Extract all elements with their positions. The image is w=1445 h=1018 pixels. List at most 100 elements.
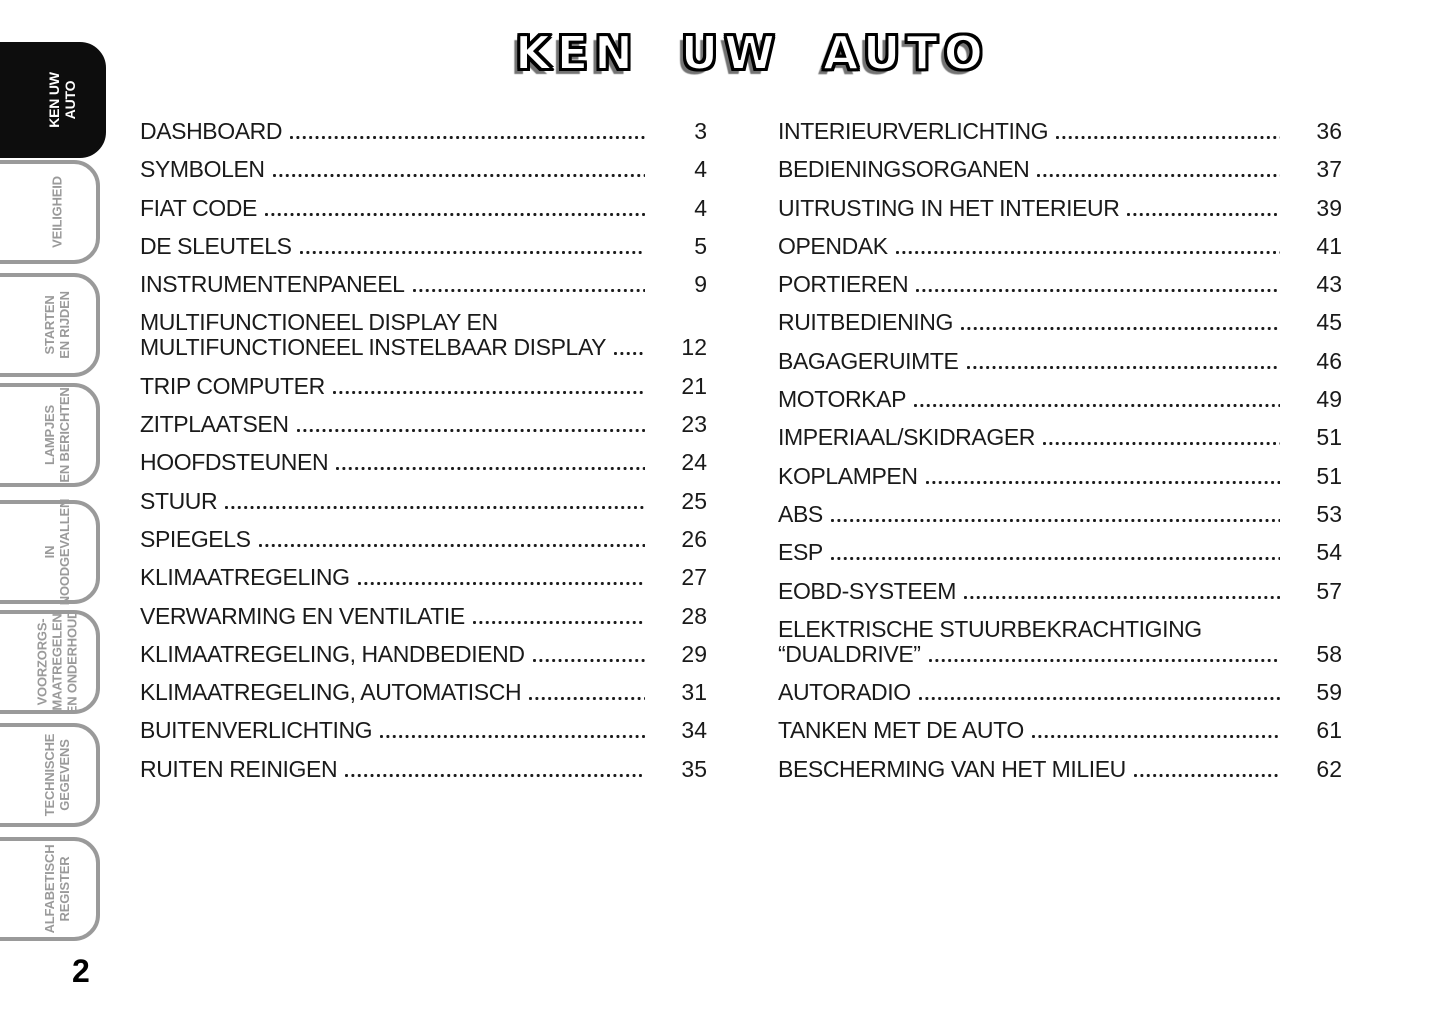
dotted-leader [963,595,1280,600]
dotted-leader [1031,735,1280,740]
toc-entry-buitenverlichting[interactable]: BUITENVERLICHTING 34 [140,718,707,742]
sidebar-tab-in-noodgevallen[interactable]: IN NOODGEVALLEN [0,499,100,605]
toc-entry-eobd-systeem[interactable]: EOBD-SYSTEEM 57 [778,579,1342,603]
toc-row: BESCHERMING VAN HET MILIEU 62 [778,757,1342,781]
toc-entry-klimaatregeling-automatisch[interactable]: KLIMAATREGELING, AUTOMATISCH 31 [140,680,707,704]
toc-row: TANKEN MET DE AUTO 61 [778,718,1342,742]
toc-row: BAGAGERUIMTE 46 [778,349,1342,373]
sidebar-tab-starten-en-rijden[interactable]: STARTEN EN RIJDEN [0,273,100,377]
toc-entry-trip-computer[interactable]: TRIP COMPUTER 21 [140,374,707,398]
toc-row: EOBD-SYSTEEM 57 [778,579,1342,603]
toc-entry-page: 43 [1316,271,1342,298]
sidebar-tab-technische-gegevens[interactable]: TECHNISCHE GEGEVENS [0,723,100,827]
dotted-leader [258,543,645,548]
dotted-leader [960,327,1280,332]
toc-entry-uitrusting-in-het-interieur[interactable]: UITRUSTING IN HET INTERIEUR 39 [778,196,1342,220]
toc-entry-koplampen[interactable]: KOPLAMPEN 51 [778,464,1342,488]
toc-column-right: INTERIEURVERLICHTING 36 BEDIENINGSORGANEN 3… [778,119,1342,795]
toc-entry-bedieningsorganen[interactable]: BEDIENINGSORGANEN 37 [778,157,1342,181]
toc-row: KLIMAATREGELING, HANDBEDIEND 29 [140,642,707,666]
dotted-leader [614,352,645,357]
toc-entry-label: KLIMAATREGELING, AUTOMATISCH [140,679,522,706]
toc-entry-label: FIAT CODE [140,194,257,221]
dotted-leader [1042,442,1280,447]
toc-entry-page: 46 [1316,347,1342,374]
sidebar-tab-voorzorgs-maatregelen-en-onderhoud[interactable]: VOORZORGS- MAATREGELEN EN ONDERHOUD [0,610,100,714]
toc-entry-stuur[interactable]: STUUR 25 [140,489,707,513]
toc-entry-bagageruimte[interactable]: BAGAGERUIMTE 46 [778,349,1342,373]
toc-entry-page: 28 [681,602,707,629]
dotted-leader [1056,136,1280,140]
toc-entry-spiegels[interactable]: SPIEGELS 26 [140,527,707,551]
toc-row: UITRUSTING IN HET INTERIEUR 39 [778,196,1342,220]
toc-entry-elektrische-stuurbekrachtiging[interactable]: ELEKTRISCHE STUURBEKRACHTIGING “DUALDRIVE… [778,617,1342,666]
toc-entry-label: TRIP COMPUTER [140,372,325,399]
toc-entry-tanken-met-de-auto[interactable]: TANKEN MET DE AUTO 61 [778,718,1342,742]
toc-entry-portieren[interactable]: PORTIEREN 43 [778,272,1342,296]
toc-entry-opendak[interactable]: OPENDAK 41 [778,234,1342,258]
toc-entry-fiat-code[interactable]: FIAT CODE 4 [140,196,707,220]
page-title: KEN UW AUTO [514,25,989,81]
dotted-leader [380,735,645,740]
dotted-leader [336,467,645,472]
table-of-contents: DASHBOARD 3 SYMBOLEN 4 FIAT CODE 4 DE SLEUTELS… [140,119,1342,795]
toc-entry-label: DASHBOARD [140,118,283,144]
toc-entry-klimaatregeling[interactable]: KLIMAATREGELING 27 [140,565,707,589]
toc-entry-label: BAGAGERUIMTE [778,347,959,374]
dotted-leader [1133,773,1280,778]
toc-entry-label: KLIMAATREGELING, HANDBEDIEND [140,640,525,667]
toc-entry-page: 24 [681,449,707,476]
toc-entry-imperiaal-skidrager[interactable]: IMPERIAAL/SKIDRAGER 51 [778,425,1342,449]
toc-entry-ruiten-reinigen[interactable]: RUITEN REINIGEN 35 [140,757,707,781]
toc-entry-page: 5 [694,232,707,259]
sidebar-tab-alfabetisch-register[interactable]: ALFABETISCH REGISTER [0,837,100,941]
toc-entry-hoofdsteunen[interactable]: HOOFDSTEUNEN 24 [140,450,707,474]
toc-entry-verwarming-en-ventilatie[interactable]: VERWARMING EN VENTILATIE 28 [140,604,707,628]
toc-entry-zitplaatsen[interactable]: ZITPLAATSEN 23 [140,412,707,436]
toc-entry-label: BEDIENINGSORGANEN [778,156,1030,183]
toc-entry-page: 57 [1316,577,1342,604]
dotted-leader [264,212,645,217]
toc-entry-page: 4 [694,194,707,221]
toc-row: RUITBEDIENING 45 [778,310,1342,334]
toc-entry-page: 3 [694,118,707,144]
sidebar: KEN UW AUTO VEILIGHEID STARTEN EN RIJDEN LA… [0,0,112,1018]
toc-row: KLIMAATREGELING 27 [140,565,707,589]
toc-entry-motorkap[interactable]: MOTORKAP 49 [778,387,1342,411]
toc-entry-symbolen[interactable]: SYMBOLEN 4 [140,157,707,181]
toc-entry-abs[interactable]: ABS 53 [778,502,1342,526]
toc-entry-page: 36 [1316,118,1342,144]
page-number: 2 [72,953,90,989]
toc-entry-autoradio[interactable]: AUTORADIO 59 [778,680,1342,704]
toc-row: MOTORKAP 49 [778,387,1342,411]
toc-entry-interieurverlichting[interactable]: INTERIEURVERLICHTING 36 [778,119,1342,143]
toc-entry-label: VERWARMING EN VENTILATIE [140,602,465,629]
sidebar-tab-label: ALFABETISCH REGISTER [42,844,73,934]
sidebar-tab-ken-uw-auto[interactable]: KEN UW AUTO [0,42,106,158]
toc-entry-page: 41 [1316,232,1342,259]
dotted-leader [925,480,1280,485]
toc-row: BUITENVERLICHTING 34 [140,718,707,742]
toc-entry-label: KOPLAMPEN [778,462,918,489]
toc-entry-bescherming-van-het-milieu[interactable]: BESCHERMING VAN HET MILIEU 62 [778,757,1342,781]
sidebar-tab-lampjes-en-berichten[interactable]: LAMPJES EN BERICHTEN [0,383,100,487]
toc-entry-de-sleutels[interactable]: DE SLEUTELS 5 [140,234,707,258]
toc-entry-ruitbediening[interactable]: RUITBEDIENING 45 [778,310,1342,334]
toc-entry-dashboard[interactable]: DASHBOARD 3 [140,119,707,143]
toc-entry-instrumentenpaneel[interactable]: INSTRUMENTENPANEEL 9 [140,272,707,296]
dotted-leader [290,136,645,140]
toc-entry-label: MULTIFUNCTIONEEL INSTELBAAR DISPLAY [140,334,607,361]
toc-entry-label: STUUR [140,487,218,514]
toc-row: DE SLEUTELS 5 [140,234,707,258]
toc-entry-esp[interactable]: ESP 54 [778,540,1342,564]
toc-entry-page: 51 [1316,424,1342,451]
toc-entry-label: TANKEN MET DE AUTO [778,717,1024,744]
toc-entry-page: 4 [694,156,707,183]
toc-entry-multifunctioneel-display-en[interactable]: MULTIFUNCTIONEEL DISPLAY EN MULTIFUNCTION… [140,310,707,359]
toc-entry-klimaatregeling-handbediend[interactable]: KLIMAATREGELING, HANDBEDIEND 29 [140,642,707,666]
toc-entry-label: AUTORADIO [778,679,911,706]
toc-entry-page: 29 [681,640,707,667]
sidebar-tab-veiligheid[interactable]: VEILIGHEID [0,160,100,264]
toc-entry-label: IMPERIAAL/SKIDRAGER [778,424,1035,451]
toc-row: OPENDAK 41 [778,234,1342,258]
